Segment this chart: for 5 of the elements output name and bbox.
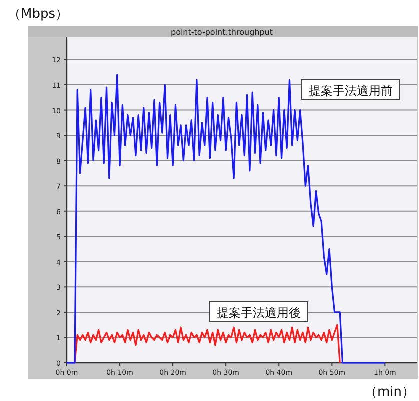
series-label: 提案手法適用前 [309, 84, 393, 98]
y-axis-title: （Mbps） [8, 7, 68, 22]
chart-title: point-to-point.throughput [170, 28, 274, 37]
x-axis-title: （min） [364, 385, 415, 400]
series-label: 提案手法適用後 [217, 306, 301, 320]
